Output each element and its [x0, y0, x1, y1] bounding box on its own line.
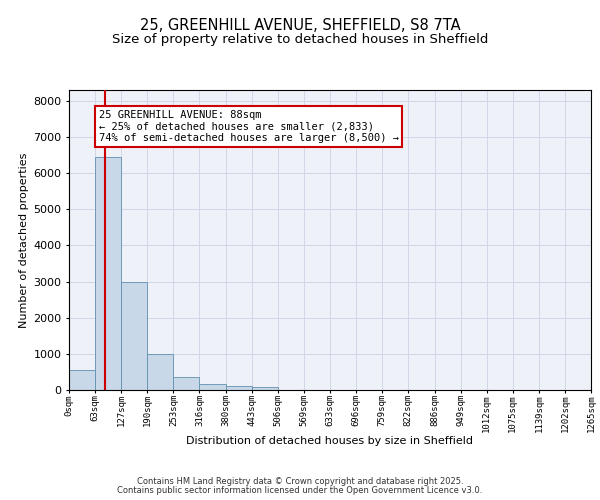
Bar [148, 354, 173, 390]
Bar [121, 282, 148, 390]
Bar [69, 370, 95, 390]
Text: Contains HM Land Registry data © Crown copyright and database right 2025.: Contains HM Land Registry data © Crown c… [137, 477, 463, 486]
Bar [173, 377, 199, 390]
Bar [95, 157, 121, 390]
Text: 25 GREENHILL AVENUE: 88sqm
← 25% of detached houses are smaller (2,833)
74% of s: 25 GREENHILL AVENUE: 88sqm ← 25% of deta… [99, 110, 399, 143]
X-axis label: Distribution of detached houses by size in Sheffield: Distribution of detached houses by size … [187, 436, 473, 446]
Bar [199, 384, 226, 390]
Text: Size of property relative to detached houses in Sheffield: Size of property relative to detached ho… [112, 32, 488, 46]
Text: Contains public sector information licensed under the Open Government Licence v3: Contains public sector information licen… [118, 486, 482, 495]
Text: 25, GREENHILL AVENUE, SHEFFIELD, S8 7TA: 25, GREENHILL AVENUE, SHEFFIELD, S8 7TA [140, 18, 460, 32]
Bar [252, 388, 278, 390]
Bar [226, 386, 252, 390]
Y-axis label: Number of detached properties: Number of detached properties [19, 152, 29, 328]
